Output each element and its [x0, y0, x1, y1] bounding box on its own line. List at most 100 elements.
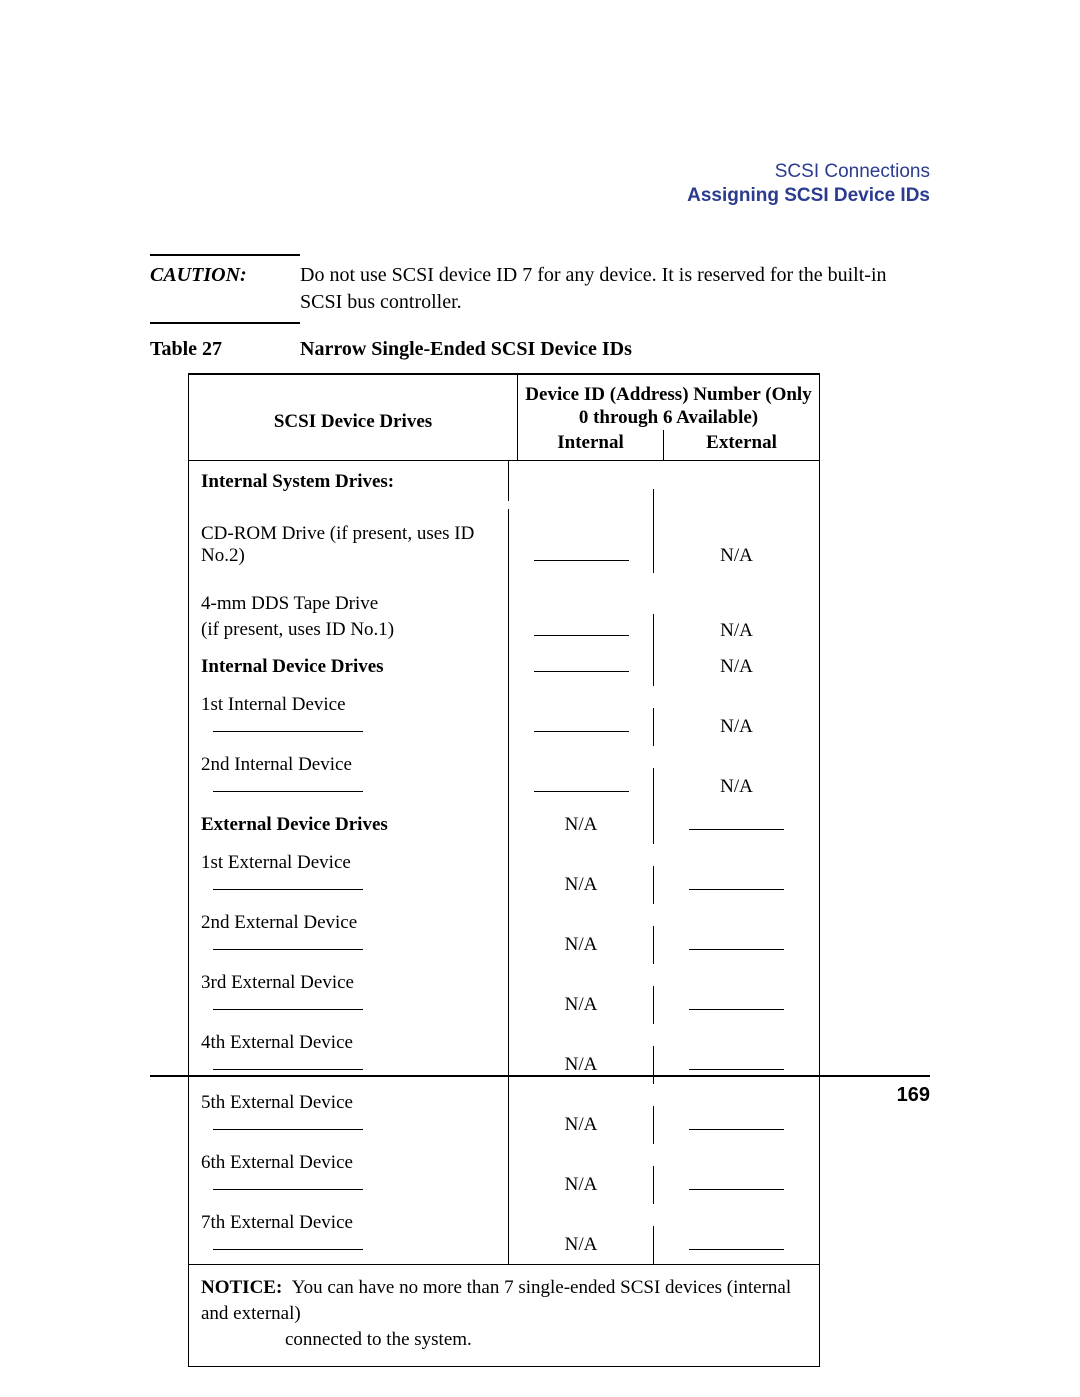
row-int2: 2nd Internal Device: [189, 746, 509, 806]
fill-blank: [689, 1175, 784, 1190]
row-ext7: 7th External Device: [189, 1204, 509, 1264]
row-ext3: 3rd External Device: [189, 964, 509, 1024]
table-row: 1st Internal Device N/A: [189, 686, 819, 746]
col-head-external: External: [664, 430, 819, 460]
fill-blank: [213, 1055, 363, 1070]
label: 1st External Device: [201, 852, 351, 874]
cell-internal: N/A: [509, 1166, 654, 1204]
caution-block: CAUTION: Do not use SCSI device ID 7 for…: [150, 262, 930, 316]
col-head-internal: Internal: [518, 430, 664, 460]
row-external-device-drives: External Device Drives: [189, 806, 509, 844]
col-head-subcols: Internal External: [518, 430, 819, 460]
cell-external: [654, 1106, 819, 1144]
table-row: 5th External Device N/A: [189, 1084, 819, 1144]
col-head-devices: SCSI Device Drives: [189, 375, 518, 461]
cell-internal: [509, 648, 654, 686]
cell-internal: N/A: [509, 986, 654, 1024]
label: 6th External Device: [201, 1152, 353, 1174]
row-internal-system-drives: Internal System Drives:: [189, 461, 509, 501]
fill-blank: [689, 935, 784, 950]
fill-blank: [213, 995, 363, 1010]
table-row: 1st External Device N/A: [189, 844, 819, 904]
tape-line1: 4-mm DDS Tape Drive: [201, 593, 378, 614]
row-cdrom: CD-ROM Drive (if present, uses ID No.2): [189, 509, 509, 573]
cell-internal: [509, 489, 654, 501]
table-row: 2nd External Device N/A: [189, 904, 819, 964]
col-head-id-span: Device ID (Address) Number (Only 0 throu…: [518, 375, 819, 431]
fill-blank: [689, 1235, 784, 1250]
cell-internal: N/A: [509, 806, 654, 844]
cell-external: [654, 926, 819, 964]
caution-label: CAUTION:: [150, 262, 300, 287]
fill-blank: [689, 875, 784, 890]
table-row: Internal Device Drives N/A: [189, 648, 819, 686]
page-number: 169: [897, 1084, 930, 1107]
fill-blank: [213, 1115, 363, 1130]
fill-blank: [689, 815, 784, 830]
fill-blank: [534, 717, 629, 732]
caution-text: Do not use SCSI device ID 7 for any devi…: [300, 262, 930, 316]
tape-line2: (if present, uses ID No.1): [201, 619, 394, 640]
cell-external: [654, 866, 819, 904]
scsi-device-table: SCSI Device Drives Device ID (Address) N…: [188, 373, 820, 1368]
row-tape: 4-mm DDS Tape Drive (if present, uses ID…: [189, 573, 509, 648]
table-row: 2nd Internal Device N/A: [189, 746, 819, 806]
table-title: Narrow Single-Ended SCSI Device IDs: [300, 338, 632, 361]
running-header: SCSI Connections Assigning SCSI Device I…: [150, 160, 930, 208]
table-notice: NOTICE: You can have no more than 7 sing…: [189, 1264, 819, 1366]
cell-internal: N/A: [509, 926, 654, 964]
row-ext6: 6th External Device: [189, 1144, 509, 1204]
fill-blank: [213, 777, 363, 792]
row-ext1: 1st External Device: [189, 844, 509, 904]
notice-text-2: connected to the system.: [201, 1327, 807, 1353]
fill-blank: [689, 995, 784, 1010]
fill-blank: [689, 1115, 784, 1130]
fill-blank: [213, 1175, 363, 1190]
row-ext2: 2nd External Device: [189, 904, 509, 964]
row-ext5: 5th External Device: [189, 1084, 509, 1144]
label: 1st Internal Device: [201, 694, 346, 716]
header-section: SCSI Connections: [150, 160, 930, 184]
cell-internal: N/A: [509, 1226, 654, 1264]
table-number: Table 27: [150, 338, 300, 361]
row-int1: 1st Internal Device: [189, 686, 509, 746]
fill-blank: [213, 1235, 363, 1250]
cell-internal: [509, 501, 654, 573]
table-row: 3rd External Device N/A: [189, 964, 819, 1024]
cell-external: [654, 1226, 819, 1264]
cell-external: N/A: [654, 648, 819, 686]
fill-blank: [534, 546, 629, 561]
cell-external: [654, 986, 819, 1024]
cell-internal: N/A: [509, 1046, 654, 1084]
row-internal-device-drives: Internal Device Drives: [189, 648, 509, 686]
fill-blank: [534, 777, 629, 792]
notice-text-1: You can have no more than 7 single-ended…: [201, 1277, 791, 1324]
cell-external: [654, 1046, 819, 1084]
fill-blank: [213, 935, 363, 950]
label: 3rd External Device: [201, 972, 354, 994]
table-row: CD-ROM Drive (if present, uses ID No.2) …: [189, 501, 819, 573]
cell-external: N/A: [654, 708, 819, 746]
table-caption: Table 27 Narrow Single-Ended SCSI Device…: [150, 338, 930, 361]
table-row: External Device Drives N/A: [189, 806, 819, 844]
table-row: Internal System Drives:: [189, 461, 819, 501]
cell-external: [654, 806, 819, 844]
cell-external: N/A: [654, 614, 819, 648]
cell-external: N/A: [654, 501, 819, 573]
cell-external: [654, 1166, 819, 1204]
table-row: 7th External Device N/A: [189, 1204, 819, 1264]
cell-internal: [509, 614, 654, 648]
header-subsection: Assigning SCSI Device IDs: [150, 184, 930, 208]
label: 5th External Device: [201, 1092, 353, 1114]
fill-blank: [213, 875, 363, 890]
notice-label: NOTICE:: [201, 1277, 282, 1298]
fill-blank: [534, 621, 629, 636]
fill-blank: [213, 717, 363, 732]
cell-internal: [509, 708, 654, 746]
page: SCSI Connections Assigning SCSI Device I…: [0, 0, 1080, 1397]
cell-external: N/A: [654, 768, 819, 806]
cell-internal: [509, 768, 654, 806]
label: 4th External Device: [201, 1032, 353, 1054]
table-row: 6th External Device N/A: [189, 1144, 819, 1204]
fill-blank: [689, 1055, 784, 1070]
